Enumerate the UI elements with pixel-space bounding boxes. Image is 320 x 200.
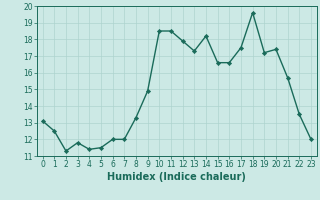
X-axis label: Humidex (Indice chaleur): Humidex (Indice chaleur) <box>108 172 246 182</box>
